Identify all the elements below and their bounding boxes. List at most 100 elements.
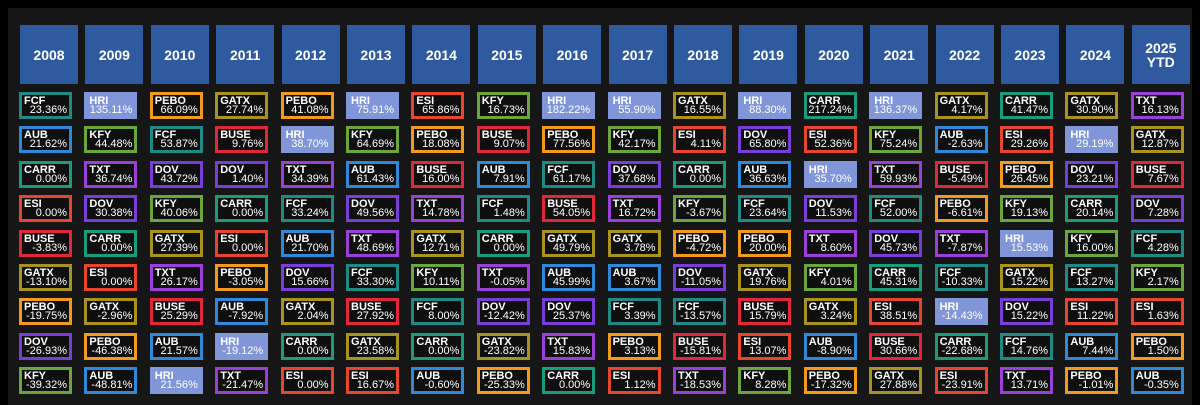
return-value: 3.39% bbox=[624, 310, 656, 323]
return-cell: ESI 29.26% bbox=[1000, 126, 1053, 154]
return-cell: BUSE 7.67% bbox=[1130, 160, 1184, 188]
year-header-text: 2020 bbox=[818, 46, 850, 63]
return-cell: FCF 52.00% bbox=[869, 195, 923, 223]
return-cell: GATX 23.58% bbox=[346, 332, 399, 360]
ticker-label: TXT bbox=[808, 232, 830, 245]
ticker-label: HRI bbox=[351, 95, 370, 107]
return-value: -13.57% bbox=[680, 310, 721, 323]
return-cell: AUB 21.70% bbox=[280, 229, 334, 257]
return-cell: GATX 3.24% bbox=[803, 298, 857, 326]
year-header: 2015 bbox=[477, 25, 536, 84]
return-cell: ESI 52.36% bbox=[803, 126, 857, 154]
ticker-label: FCF bbox=[351, 267, 373, 279]
return-value: 4.11% bbox=[690, 138, 721, 151]
ticker-label: GATX bbox=[808, 301, 839, 314]
return-cell: AUB 21.57% bbox=[149, 332, 203, 360]
return-value: -23.91% bbox=[941, 379, 983, 392]
ticker-label: AUB bbox=[612, 267, 637, 279]
return-cell: TXT -0.05% bbox=[476, 264, 530, 291]
return-cell: ESI -23.91% bbox=[934, 367, 988, 395]
ticker-label: ESI bbox=[743, 335, 762, 348]
return-value: -7.92% bbox=[228, 310, 264, 323]
year-header-text: 2008 bbox=[33, 46, 65, 63]
return-cell: KFY -3.67% bbox=[673, 195, 726, 223]
return-cell: GATX 27.74% bbox=[215, 92, 269, 119]
ticker-label: KFY bbox=[612, 129, 635, 142]
return-cell: GATX 49.79% bbox=[542, 229, 596, 257]
year-header-text: 2024 bbox=[1079, 46, 1111, 63]
return-value: 52.36% bbox=[814, 138, 852, 151]
return-value: 37.68% bbox=[618, 172, 656, 185]
return-cell: HRI 29.19% bbox=[1065, 126, 1119, 154]
return-value: 182.22% bbox=[546, 104, 591, 116]
return-cell: FCF 61.17% bbox=[542, 160, 596, 188]
return-value: -17.32% bbox=[810, 379, 852, 392]
return-value: 8.00% bbox=[428, 310, 460, 323]
return-cell: FCF 23.64% bbox=[738, 195, 792, 223]
return-cell: KFY 42.17% bbox=[607, 126, 661, 154]
ticker-label: CARR bbox=[678, 163, 710, 176]
return-cell: BUSE 27.92% bbox=[346, 298, 399, 326]
ticker-label: PEBO bbox=[1135, 335, 1167, 348]
return-cell: DOV -12.42% bbox=[476, 298, 530, 326]
ticker-label: AUB bbox=[808, 335, 833, 348]
return-cell: FCF 1.48% bbox=[476, 195, 530, 223]
return-cell: CARR 0.00% bbox=[280, 332, 334, 360]
return-cell: KFY 44.48% bbox=[84, 126, 138, 154]
return-value: 27.88% bbox=[879, 379, 918, 392]
return-value: 0.00% bbox=[101, 241, 133, 254]
return-value: 19.76% bbox=[749, 276, 787, 288]
return-value: 33.30% bbox=[356, 276, 394, 288]
return-cell: HRI 15.53% bbox=[1000, 229, 1053, 257]
year-header-text: 2010 bbox=[164, 46, 196, 63]
return-cell: HRI 21.56% bbox=[149, 367, 203, 395]
ticker-label: BUSE bbox=[678, 335, 709, 348]
year-header-text: 2014 bbox=[425, 46, 457, 63]
return-value: 13.71% bbox=[1010, 379, 1048, 392]
return-value: 49.79% bbox=[552, 241, 591, 254]
ticker-label: BUSE bbox=[416, 163, 447, 176]
return-cell: FCF 13.27% bbox=[1065, 264, 1119, 291]
return-value: 40.06% bbox=[160, 207, 198, 220]
return-value: 16.13% bbox=[1141, 104, 1179, 116]
ticker-label: ESI bbox=[24, 198, 42, 211]
return-value: 14.76% bbox=[1010, 344, 1048, 357]
return-cell: DOV -26.93% bbox=[19, 332, 72, 360]
return-value: 54.05% bbox=[552, 207, 591, 220]
return-cell: PEBO 18.08% bbox=[411, 126, 465, 154]
return-cell: CARR 0.00% bbox=[476, 229, 530, 257]
year-header-text: 2023 bbox=[1014, 46, 1046, 63]
return-value: 25.29% bbox=[160, 310, 198, 323]
ticker-label: HRI bbox=[1070, 129, 1090, 142]
ticker-label: TXT bbox=[547, 335, 568, 348]
ticker-label: KFY bbox=[808, 267, 831, 279]
year-header: 2009 bbox=[85, 25, 144, 84]
return-value: 61.43% bbox=[356, 172, 394, 185]
ticker-label: CARR bbox=[808, 95, 841, 107]
ticker-label: AUB bbox=[351, 163, 375, 176]
ticker-label: KFY bbox=[154, 198, 177, 211]
return-value: 4.01% bbox=[820, 276, 852, 288]
ticker-label: HRI bbox=[939, 301, 959, 314]
ticker-label: FCF bbox=[481, 198, 504, 211]
return-value: 49.56% bbox=[356, 207, 394, 220]
return-cell: AUB 21.62% bbox=[19, 126, 72, 154]
ticker-label: PEBO bbox=[24, 301, 56, 314]
return-value: 27.74% bbox=[225, 104, 264, 116]
return-cell: ESI 38.51% bbox=[869, 298, 923, 326]
return-cell: GATX 19.76% bbox=[738, 264, 792, 291]
return-cell: PEBO -3.05% bbox=[215, 264, 269, 291]
ticker-label: BUSE bbox=[1135, 163, 1167, 176]
return-cell: ESI 13.07% bbox=[738, 332, 792, 360]
year-header: 2022 bbox=[935, 25, 994, 84]
ticker-label: CARR bbox=[24, 163, 56, 176]
return-cell: PEBO -17.32% bbox=[803, 367, 857, 395]
return-cell: BUSE -3.83% bbox=[19, 229, 72, 257]
return-value: 0.00% bbox=[231, 241, 264, 254]
return-cell: FCF -13.57% bbox=[673, 298, 726, 326]
return-cell: PEBO -1.01% bbox=[1065, 367, 1119, 395]
return-cell: HRI 182.22% bbox=[542, 92, 596, 119]
ticker-label: BUSE bbox=[939, 163, 971, 176]
year-header-text: 2025 bbox=[1145, 39, 1177, 56]
ticker-label: HRI bbox=[874, 95, 894, 107]
